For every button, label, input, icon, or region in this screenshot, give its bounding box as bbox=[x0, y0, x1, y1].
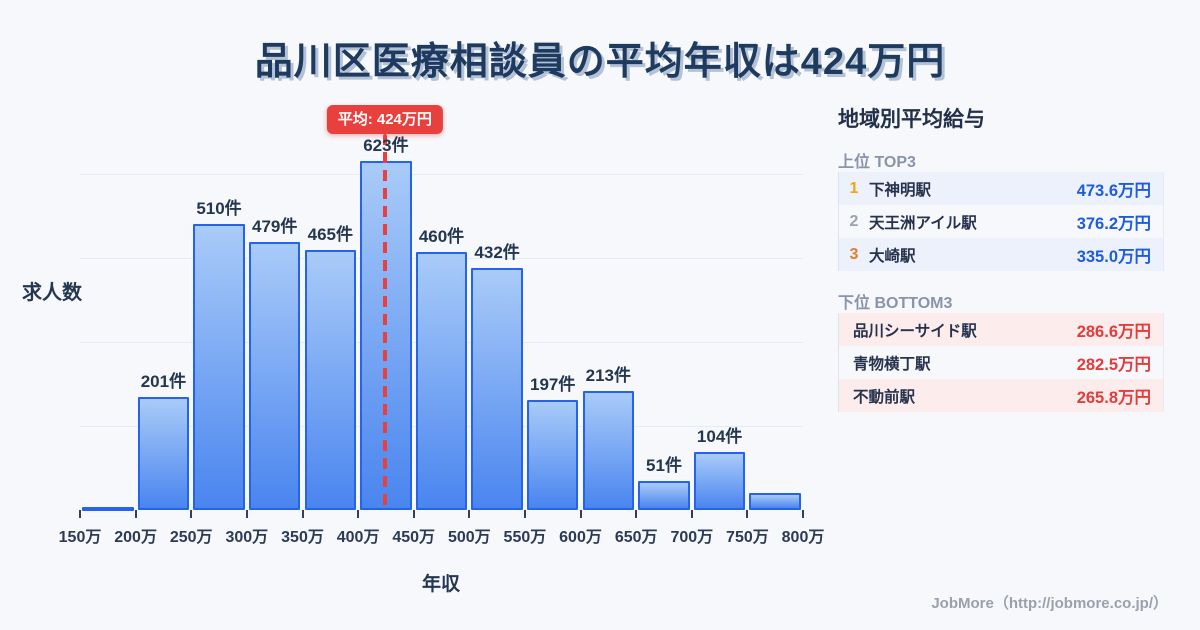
bar-count-label: 201件 bbox=[140, 372, 187, 391]
x-tick-label: 750万 bbox=[726, 529, 769, 546]
station-name: 不動前駅 bbox=[853, 388, 916, 406]
credit-text: JobMore（http://jobmore.co.jp/） bbox=[931, 595, 1168, 612]
histogram-bar bbox=[304, 250, 357, 510]
salary-value: 282.5万円 bbox=[1076, 355, 1151, 374]
bar-count-label: 460件 bbox=[418, 227, 465, 246]
station-name: 青物横丁駅 bbox=[853, 355, 931, 373]
table-row: 品川シーサイド駅 286.6万円 bbox=[839, 313, 1163, 346]
histogram-bar bbox=[82, 507, 134, 511]
histogram-bar bbox=[526, 400, 579, 510]
x-tick-label: 700万 bbox=[670, 529, 714, 546]
x-tick bbox=[190, 510, 193, 518]
salary-value: 335.0万円 bbox=[1076, 247, 1151, 266]
x-tick bbox=[79, 510, 81, 518]
station-name: 下神明駅 bbox=[869, 181, 932, 199]
rank-number: 3 bbox=[849, 245, 859, 263]
bar-count-label: 510件 bbox=[196, 199, 242, 218]
bar-count-label: 479件 bbox=[252, 217, 298, 236]
y-axis-label: 求人数 bbox=[22, 282, 82, 304]
x-tick-label: 500万 bbox=[447, 529, 491, 546]
x-axis-label: 年収 bbox=[421, 574, 461, 595]
top3-heading: 上位 TOP3 bbox=[838, 154, 916, 171]
x-tick-label: 800万 bbox=[781, 529, 825, 546]
x-tick-label: 350万 bbox=[281, 529, 324, 546]
histogram-bar bbox=[137, 397, 190, 510]
salary-value: 286.6万円 bbox=[1076, 322, 1151, 341]
x-tick bbox=[523, 510, 526, 518]
histogram-bar bbox=[248, 242, 301, 510]
average-badge: 平均: 424万円 bbox=[326, 105, 443, 134]
bar-count-label: 623件 bbox=[363, 136, 409, 155]
x-tick-label: 250万 bbox=[169, 529, 213, 546]
top3-table: 1 下神明駅 473.6万円 2 天王洲アイル駅 376.2万円 3 大崎駅 335.0万円 bbox=[838, 172, 1164, 271]
histogram-bar bbox=[193, 224, 245, 510]
table-row: 不動前駅 265.8万円 bbox=[839, 379, 1163, 412]
station-name: 天王洲アイル駅 bbox=[869, 214, 977, 232]
salary-value: 265.8万円 bbox=[1076, 388, 1151, 407]
histogram-bar bbox=[749, 493, 801, 510]
x-tick-label: 650万 bbox=[614, 529, 658, 546]
x-tick bbox=[468, 510, 471, 518]
histogram-bar bbox=[693, 452, 746, 510]
x-tick-label: 200万 bbox=[114, 529, 157, 546]
x-tick-label: 550万 bbox=[503, 529, 547, 546]
x-tick bbox=[245, 510, 248, 518]
bar-count-label: 213件 bbox=[585, 366, 631, 385]
x-tick-label: 150万 bbox=[58, 529, 102, 546]
histogram-bar bbox=[471, 268, 523, 510]
x-tick-label: 450万 bbox=[392, 529, 436, 546]
x-tick bbox=[635, 510, 638, 518]
salary-value: 473.6万円 bbox=[1076, 181, 1151, 200]
station-name: 品川シーサイド駅 bbox=[853, 322, 977, 340]
x-tick bbox=[301, 510, 304, 518]
bar-count-label: 197件 bbox=[530, 375, 576, 394]
station-name: 大崎駅 bbox=[869, 247, 916, 265]
histogram-bar bbox=[582, 391, 635, 510]
x-tick bbox=[690, 510, 693, 518]
table-row: 1 下神明駅 473.6万円 bbox=[839, 172, 1163, 205]
average-line bbox=[382, 134, 387, 510]
gridline bbox=[80, 174, 803, 175]
bar-count-label: 51件 bbox=[646, 456, 682, 475]
x-tick bbox=[802, 510, 804, 518]
rank-number: 2 bbox=[849, 212, 859, 230]
x-tick bbox=[412, 510, 415, 518]
x-tick bbox=[134, 510, 137, 518]
x-tick-label: 400万 bbox=[336, 529, 380, 546]
x-tick bbox=[579, 510, 582, 518]
bar-count-label: 432件 bbox=[474, 243, 520, 262]
salary-value: 376.2万円 bbox=[1076, 214, 1151, 233]
x-tick bbox=[746, 510, 749, 518]
x-tick-label: 300万 bbox=[225, 529, 269, 546]
bottom3-heading: 下位 BOTTOM3 bbox=[838, 295, 953, 312]
table-row: 2 天王洲アイル駅 376.2万円 bbox=[839, 205, 1163, 238]
histogram-bar bbox=[415, 252, 468, 510]
rank-number: 1 bbox=[849, 179, 859, 197]
page-title: 品川区医療相談員の平均年収は424万円 bbox=[254, 41, 946, 83]
bottom3-table: 品川シーサイド駅 286.6万円青物横丁駅 282.5万円不動前駅 265.8万円 bbox=[838, 313, 1164, 412]
table-row: 3 大崎駅 335.0万円 bbox=[839, 238, 1163, 271]
bar-count-label: 465件 bbox=[307, 225, 353, 244]
histogram-bar bbox=[638, 481, 690, 510]
bar-count-label: 104件 bbox=[696, 427, 743, 446]
table-row: 青物横丁駅 282.5万円 bbox=[839, 346, 1163, 379]
sidebar-title: 地域別平均給与 bbox=[838, 108, 985, 131]
x-tick bbox=[357, 510, 360, 518]
x-tick-label: 600万 bbox=[559, 529, 602, 546]
